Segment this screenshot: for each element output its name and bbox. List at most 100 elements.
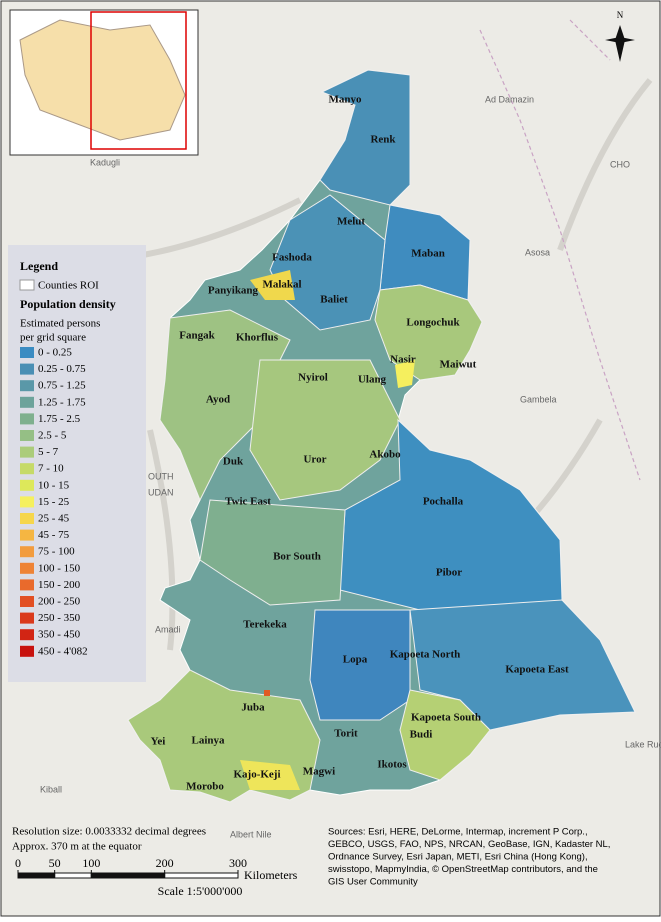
county-label: Kajo-Keji <box>233 769 280 781</box>
scale-label: 0 <box>15 856 21 870</box>
county-area <box>264 690 270 696</box>
legend-label: 0.75 - 1.25 <box>38 380 86 392</box>
scale-segment <box>54 872 92 879</box>
county-label: Fangak <box>179 330 215 342</box>
county-label: Ikotos <box>377 759 407 771</box>
legend-label: 10 - 15 <box>38 479 70 491</box>
sources: Ordnance Survey, Esri Japan, METI, Esri … <box>328 852 588 863</box>
legend-heading: Population density <box>20 297 116 311</box>
county-label: Juba <box>241 702 265 714</box>
county-label: Maban <box>411 248 445 260</box>
county-label: Longochuk <box>406 317 460 329</box>
county-label: Maiwut <box>440 359 477 371</box>
legend-label: 0 - 0.25 <box>38 347 72 359</box>
scale-label: 100 <box>82 856 100 870</box>
legend-swatch <box>20 596 34 607</box>
place-label: Gambela <box>520 394 557 404</box>
legend-swatch <box>20 446 34 458</box>
county-area <box>319 69 411 206</box>
county-label: Kapoeta South <box>411 712 481 724</box>
inset-extent <box>90 11 187 150</box>
county-label: Ulang <box>358 374 387 386</box>
legend-swatch <box>20 463 34 475</box>
legend-label: 150 - 200 <box>38 579 81 591</box>
county-label: Panyikang <box>208 285 259 297</box>
county-label: Lopa <box>343 654 368 666</box>
scale-text: Scale 1:5'000'000 <box>158 884 243 898</box>
county-area <box>240 760 300 790</box>
north-arrow <box>605 25 635 62</box>
legend-swatch <box>20 645 34 657</box>
county-area <box>409 599 636 731</box>
legend-label: 450 - 4'082 <box>38 645 88 657</box>
county-area <box>199 499 346 606</box>
county-label: Nasir <box>390 354 416 366</box>
legend-label: 7 - 10 <box>38 463 64 475</box>
county-label: Manyo <box>329 94 363 106</box>
scale-label: 50 <box>49 856 61 870</box>
county-area <box>249 359 401 501</box>
county-label: Kapoeta North <box>390 649 461 661</box>
sources: Sources: Esri, HERE, DeLorme, Intermap, … <box>328 827 588 838</box>
legend-swatch <box>20 380 34 392</box>
county-label: Budi <box>410 729 433 741</box>
legend-label: 75 - 100 <box>38 546 75 558</box>
legend-swatch <box>20 479 34 491</box>
legend-label: 1.75 - 2.5 <box>38 413 81 425</box>
legend-swatch <box>20 562 34 574</box>
county-label: Magwi <box>303 766 335 778</box>
legend-label: 25 - 45 <box>38 513 70 525</box>
legend-label: 100 - 150 <box>38 562 81 574</box>
legend-swatch <box>20 363 34 375</box>
footer <box>2 822 659 912</box>
legend-label: 15 - 25 <box>38 496 70 508</box>
county-label: Khorflus <box>236 332 279 344</box>
legend-label: 1.25 - 1.75 <box>38 396 86 408</box>
legend-swatch <box>20 579 34 591</box>
county-label: Uror <box>303 454 326 466</box>
legend-label: 5 - 7 <box>38 446 59 458</box>
resolution: Approx. 370 m at the equator <box>12 841 142 853</box>
legend-swatch <box>20 347 34 358</box>
legend-swatch <box>20 513 34 524</box>
county-label: Renk <box>370 134 396 146</box>
county-label: Lainya <box>191 735 225 747</box>
legend-swatch <box>20 413 34 425</box>
border <box>479 19 641 481</box>
legend-swatch <box>20 396 34 408</box>
county-label: Bor South <box>273 551 321 563</box>
legend-swatch <box>20 629 34 641</box>
county-label: Malakal <box>262 279 301 291</box>
county-label: Pochalla <box>423 496 464 508</box>
county-label: Torit <box>334 728 358 740</box>
county-area <box>159 309 291 502</box>
county-area <box>399 689 491 781</box>
county-label: Kapoeta East <box>505 664 569 676</box>
county-label: Nyirol <box>298 372 328 384</box>
place-label: CHO <box>610 159 630 169</box>
legend-swatch <box>20 529 34 541</box>
county-area <box>250 270 295 300</box>
county-label: Akobo <box>369 449 401 461</box>
scale-segment <box>90 872 166 879</box>
legend-label: Counties ROI <box>38 280 99 292</box>
legend-label: 350 - 450 <box>38 629 81 641</box>
scale-unit: Kilometers <box>244 868 298 882</box>
legend-subheading: Estimated persons <box>20 318 100 330</box>
place-label: UDAN <box>148 487 174 497</box>
place-label: Kadugli <box>90 157 120 167</box>
county-label: Twic East <box>225 496 271 508</box>
legend-swatch <box>20 430 34 441</box>
legend-subheading: per grid square <box>20 332 86 344</box>
legend-swatch <box>20 546 34 558</box>
legend-label: 2.5 - 5 <box>38 430 67 442</box>
scale-segment <box>17 872 56 879</box>
county-label: Melut <box>337 216 365 228</box>
county-area <box>374 284 483 381</box>
scale-label: 200 <box>156 856 174 870</box>
sources: GIS User Community <box>328 877 418 888</box>
place-label: OUTH <box>148 471 174 481</box>
legend-swatch <box>19 279 35 291</box>
scale-segment <box>164 872 239 879</box>
place-label: Albert Nile <box>230 829 272 839</box>
